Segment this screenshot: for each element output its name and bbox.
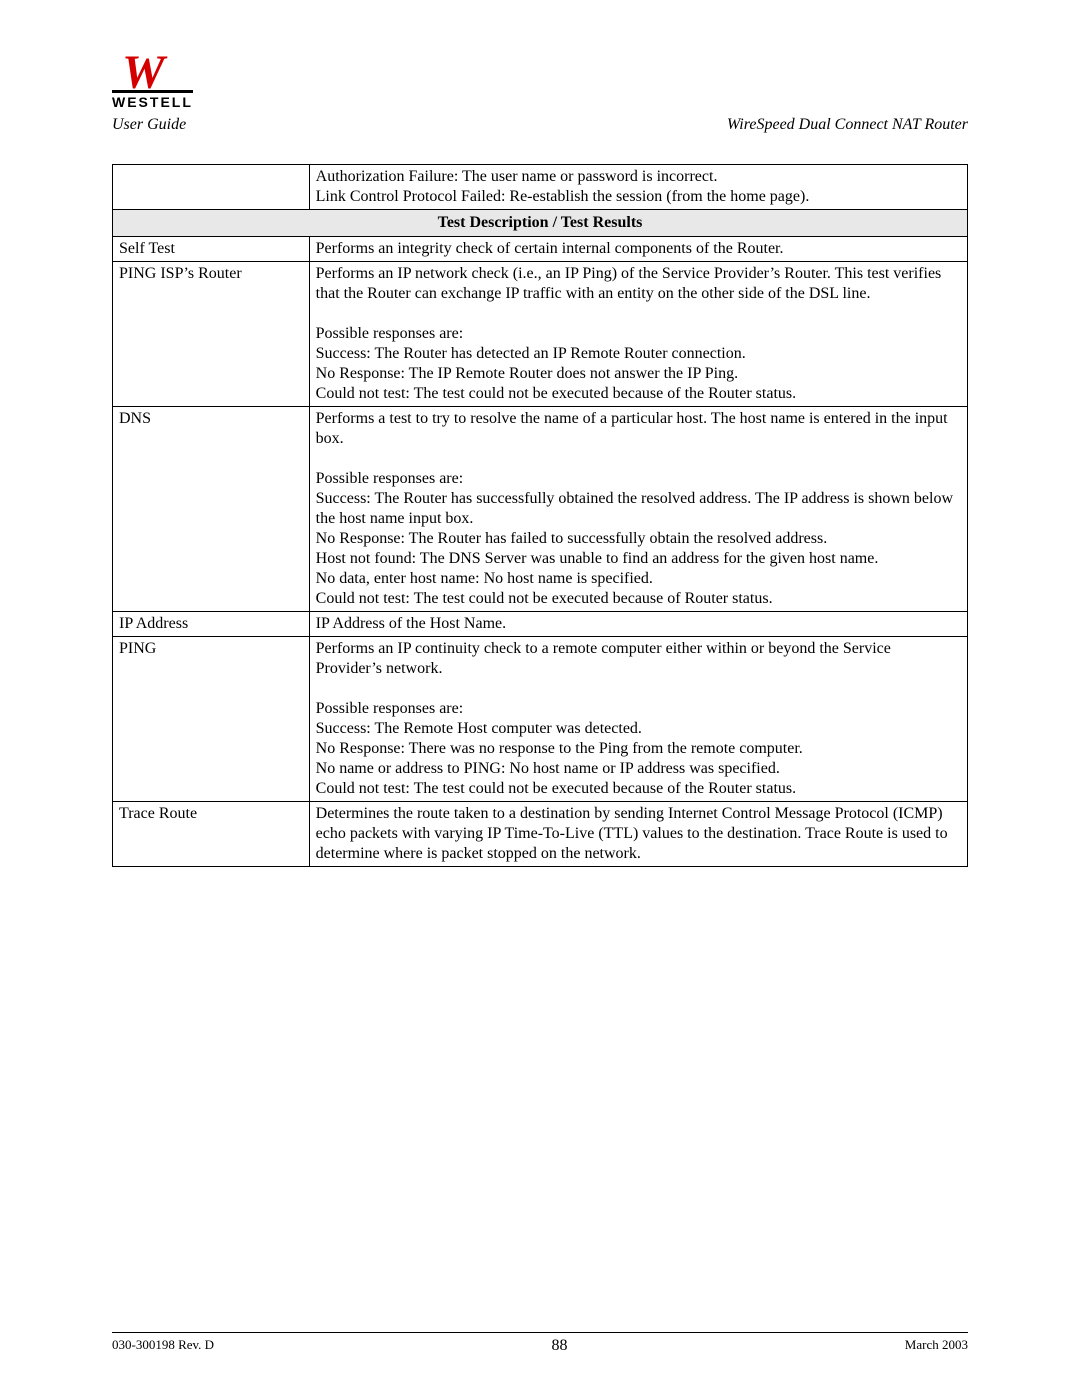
footer-left: 030-300198 Rev. D xyxy=(112,1337,214,1355)
row-label: DNS xyxy=(113,406,310,611)
table-row: Trace RouteDetermines the route taken to… xyxy=(113,801,968,866)
page-footer: 030-300198 Rev. D 88 March 2003 xyxy=(112,1332,968,1355)
row-label: Trace Route xyxy=(113,801,310,866)
page: W WESTELL User Guide WireSpeed Dual Conn… xyxy=(0,0,1080,867)
row-desc: Performs an integrity check of certain i… xyxy=(309,236,967,261)
section-header: Test Description / Test Results xyxy=(113,209,968,236)
section-header-row: Test Description / Test Results xyxy=(113,209,968,236)
row-desc: Performs a test to try to resolve the na… xyxy=(309,406,967,611)
row-label: IP Address xyxy=(113,611,310,636)
row-desc: Determines the route taken to a destinat… xyxy=(309,801,967,866)
row-desc: Performs an IP continuity check to a rem… xyxy=(309,636,967,801)
running-header: User Guide WireSpeed Dual Connect NAT Ro… xyxy=(112,116,968,134)
logo: W WESTELL xyxy=(112,56,193,112)
logo-brand-text: WESTELL xyxy=(112,90,193,110)
header-left: User Guide xyxy=(112,116,186,134)
row-label: Self Test xyxy=(113,236,310,261)
footer-right: March 2003 xyxy=(905,1337,968,1355)
table-row: PING ISP’s RouterPerforms an IP network … xyxy=(113,261,968,406)
row-desc: IP Address of the Host Name. xyxy=(309,611,967,636)
row-desc: Authorization Failure: The user name or … xyxy=(309,164,967,209)
row-label xyxy=(113,164,310,209)
test-results-table: Authorization Failure: The user name or … xyxy=(112,164,968,867)
row-label: PING ISP’s Router xyxy=(113,261,310,406)
row-label: PING xyxy=(113,636,310,801)
row-desc: Performs an IP network check (i.e., an I… xyxy=(309,261,967,406)
table-row: IP AddressIP Address of the Host Name. xyxy=(113,611,968,636)
table-row: PINGPerforms an IP continuity check to a… xyxy=(113,636,968,801)
footer-page-number: 88 xyxy=(551,1337,567,1355)
table-row: DNSPerforms a test to try to resolve the… xyxy=(113,406,968,611)
logo-mark-icon: W xyxy=(122,56,193,90)
header-right: WireSpeed Dual Connect NAT Router xyxy=(727,116,968,134)
table-row: Authorization Failure: The user name or … xyxy=(113,164,968,209)
table-row: Self TestPerforms an integrity check of … xyxy=(113,236,968,261)
